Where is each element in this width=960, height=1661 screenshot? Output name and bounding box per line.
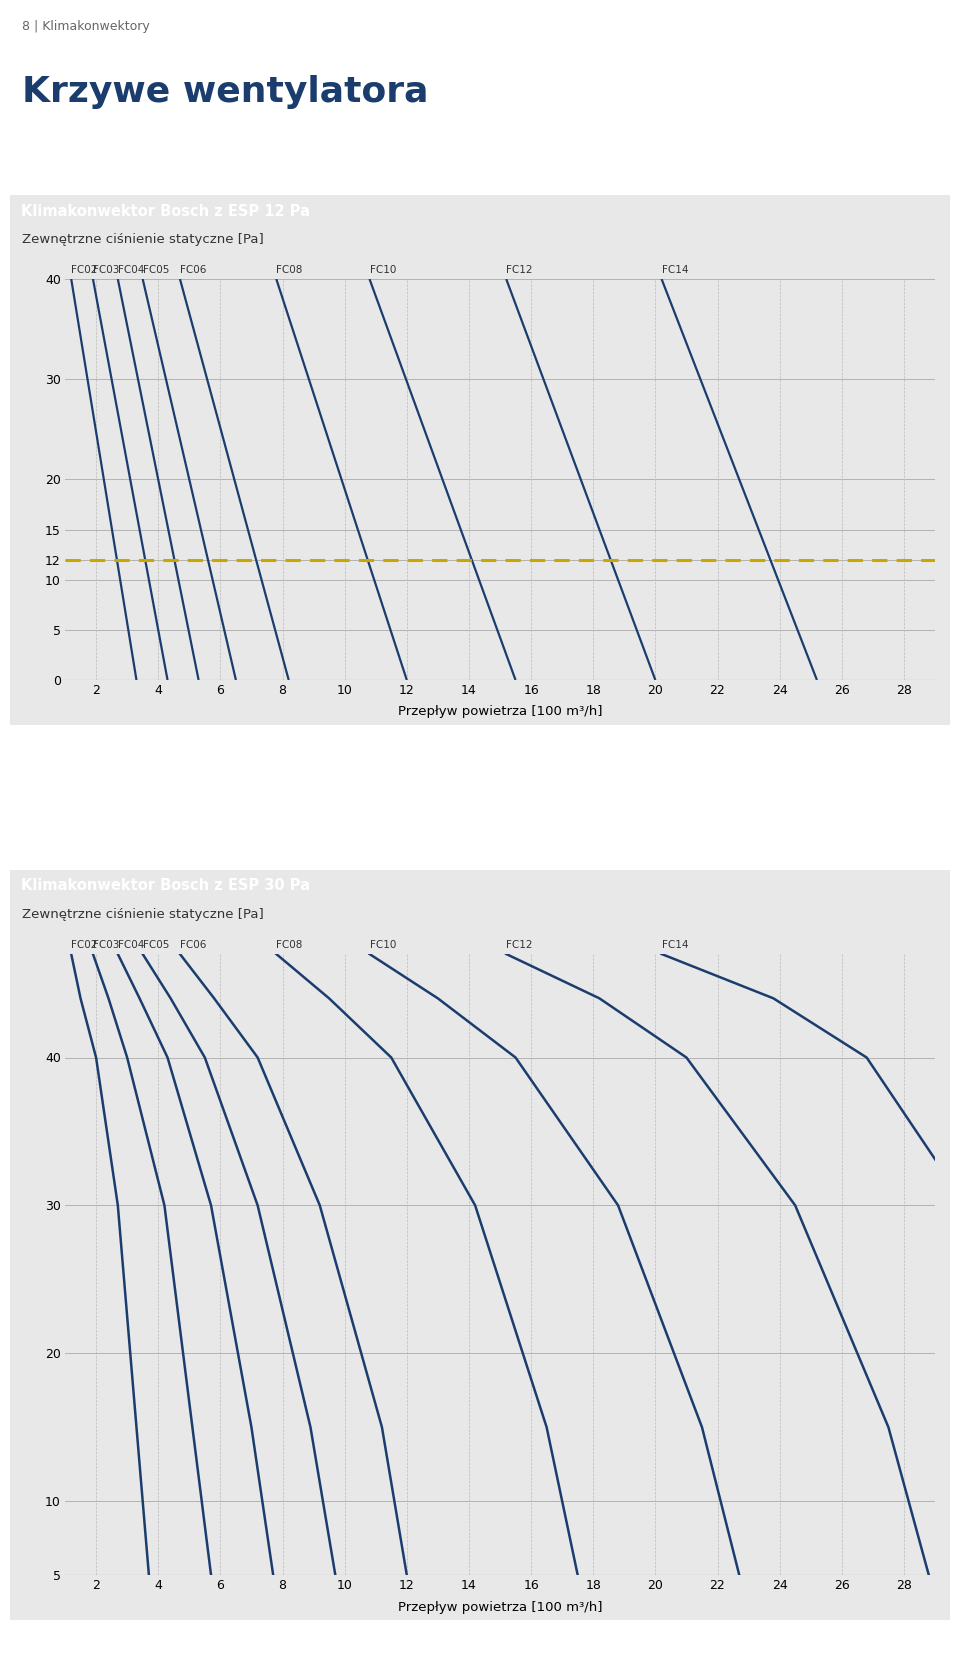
Text: Klimakonwektor Bosch z ESP 30 Pa: Klimakonwektor Bosch z ESP 30 Pa (21, 879, 310, 894)
Text: Krzywe wentylatora: Krzywe wentylatora (22, 75, 428, 110)
Text: FC02: FC02 (71, 266, 98, 276)
Text: FC04: FC04 (118, 940, 144, 950)
Text: FC08: FC08 (276, 940, 302, 950)
Text: FC03: FC03 (93, 266, 119, 276)
Text: Zewnętrzne ciśnienie statyczne [Pa]: Zewnętrzne ciśnienie statyczne [Pa] (22, 909, 264, 920)
Text: FC05: FC05 (143, 940, 169, 950)
Text: FC02: FC02 (71, 940, 98, 950)
X-axis label: Przepływ powietrza [100 m³/h]: Przepływ powietrza [100 m³/h] (397, 1601, 602, 1613)
Text: Klimakonwektor Bosch z ESP 12 Pa: Klimakonwektor Bosch z ESP 12 Pa (21, 204, 310, 219)
Text: FC10: FC10 (370, 940, 396, 950)
Text: FC12: FC12 (506, 266, 533, 276)
Text: FC12: FC12 (506, 940, 533, 950)
Text: 8 | Klimakonwektory: 8 | Klimakonwektory (22, 20, 150, 33)
Text: FC05: FC05 (143, 266, 169, 276)
Text: FC10: FC10 (370, 266, 396, 276)
Text: FC04: FC04 (118, 266, 144, 276)
Text: Zewnętrzne ciśnienie statyczne [Pa]: Zewnętrzne ciśnienie statyczne [Pa] (22, 233, 264, 246)
Text: FC14: FC14 (661, 266, 688, 276)
Text: FC14: FC14 (661, 940, 688, 950)
X-axis label: Przepływ powietrza [100 m³/h]: Przepływ powietrza [100 m³/h] (397, 706, 602, 719)
Text: FC06: FC06 (180, 266, 206, 276)
Text: FC08: FC08 (276, 266, 302, 276)
Text: FC03: FC03 (93, 940, 119, 950)
Text: FC06: FC06 (180, 940, 206, 950)
